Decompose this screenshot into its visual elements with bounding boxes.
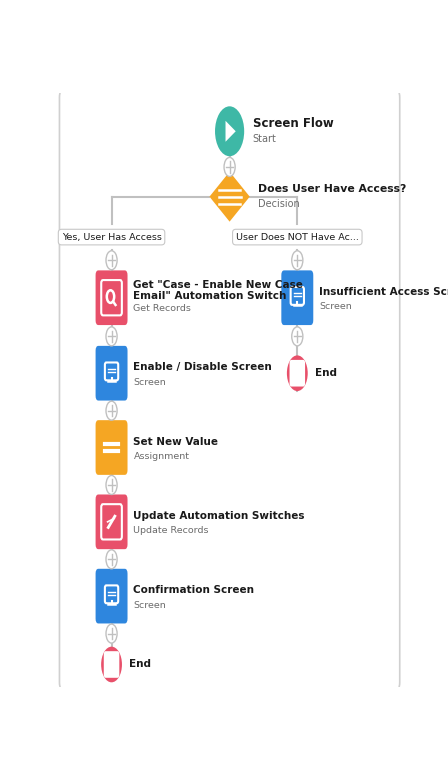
Text: Get Records: Get Records <box>134 304 191 313</box>
Circle shape <box>287 355 308 391</box>
Text: Confirmation Screen: Confirmation Screen <box>134 585 254 595</box>
Text: Screen: Screen <box>319 302 352 311</box>
Text: Does User Have Access?: Does User Have Access? <box>258 184 407 194</box>
FancyBboxPatch shape <box>95 346 128 401</box>
Text: Assignment: Assignment <box>134 452 190 461</box>
Circle shape <box>224 157 235 177</box>
Circle shape <box>106 476 117 495</box>
Circle shape <box>106 327 117 346</box>
Circle shape <box>292 327 303 346</box>
Text: Update Automation Switches: Update Automation Switches <box>134 511 305 521</box>
Text: Email" Automation Switch: Email" Automation Switch <box>134 291 287 301</box>
FancyBboxPatch shape <box>95 270 128 325</box>
Text: Screen: Screen <box>134 601 166 610</box>
Text: Update Records: Update Records <box>134 527 209 535</box>
Text: Screen Flow: Screen Flow <box>253 117 334 130</box>
Text: End: End <box>314 368 336 378</box>
FancyBboxPatch shape <box>95 495 128 549</box>
FancyBboxPatch shape <box>281 270 313 325</box>
FancyBboxPatch shape <box>289 360 305 387</box>
Text: Enable / Disable Screen: Enable / Disable Screen <box>134 362 272 372</box>
Text: Yes, User Has Access: Yes, User Has Access <box>62 232 161 242</box>
Text: Set New Value: Set New Value <box>134 437 219 446</box>
Text: End: End <box>129 659 151 669</box>
Text: Get "Case - Enable New Case: Get "Case - Enable New Case <box>134 279 303 290</box>
Text: Start: Start <box>253 134 277 144</box>
Circle shape <box>215 107 244 156</box>
Text: Decision: Decision <box>258 199 300 209</box>
FancyBboxPatch shape <box>95 420 128 475</box>
FancyBboxPatch shape <box>95 569 128 624</box>
Circle shape <box>292 251 303 269</box>
Text: Screen: Screen <box>134 378 166 387</box>
Text: User Does NOT Have Ac...: User Does NOT Have Ac... <box>236 232 359 242</box>
Circle shape <box>106 624 117 643</box>
Circle shape <box>101 647 122 682</box>
Circle shape <box>106 251 117 269</box>
Text: Insufficient Access Screen: Insufficient Access Screen <box>319 286 448 296</box>
FancyBboxPatch shape <box>60 89 400 691</box>
Circle shape <box>106 550 117 569</box>
Polygon shape <box>210 171 250 222</box>
Polygon shape <box>225 120 236 142</box>
Circle shape <box>106 401 117 420</box>
FancyBboxPatch shape <box>104 651 119 678</box>
